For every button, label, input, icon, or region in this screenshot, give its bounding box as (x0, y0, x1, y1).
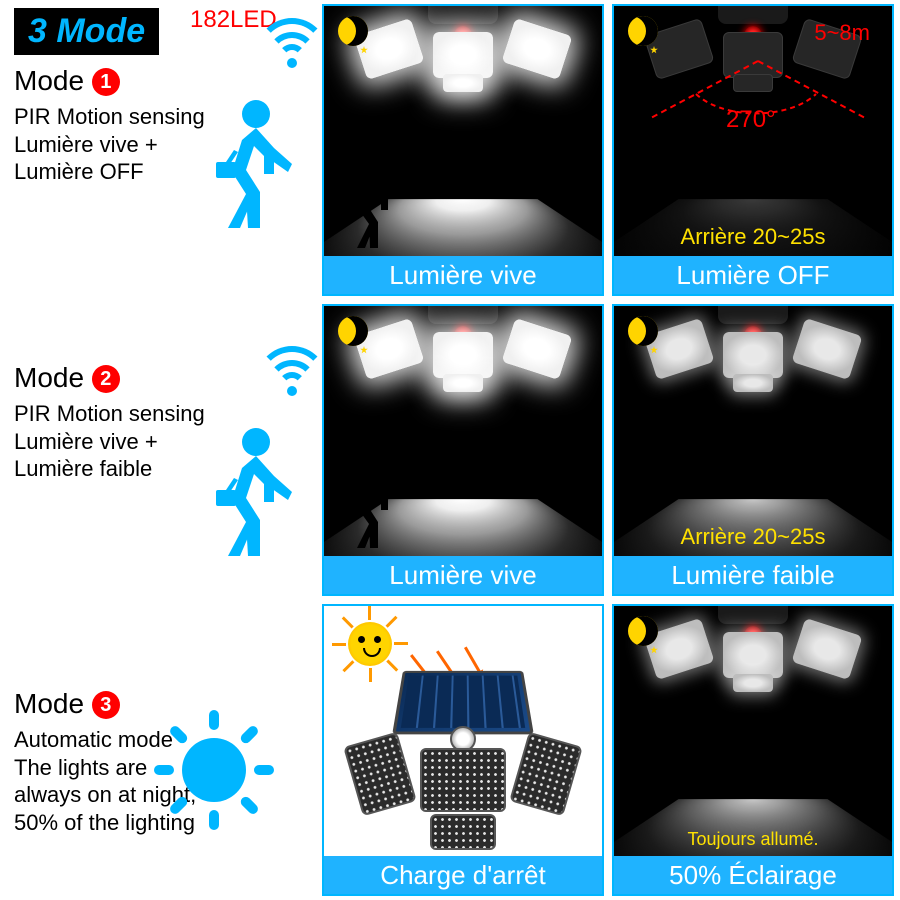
tile-caption: Charge d'arrêt (324, 856, 602, 894)
title-badge: 3 Mode (14, 8, 159, 55)
mode-label: Mode (14, 362, 84, 393)
mode-number-badge: 2 (92, 365, 120, 393)
timer-text: Arrière 20~25s (614, 524, 892, 550)
light-fixture-icon (353, 6, 573, 96)
sun-icon (154, 710, 274, 830)
tile-mode1-active: Lumière vive (320, 0, 610, 300)
tile-mode2-active: Lumière vive (320, 300, 610, 600)
person-silhouette-icon (344, 160, 404, 250)
always-on-text: Toujours allumé. (614, 829, 892, 850)
infographic-grid: 3 Mode 182LED Mode 1 PIR Motion sensing … (0, 0, 900, 900)
mode2-line1: PIR Motion sensing (14, 400, 312, 428)
timer-text: Arrière 20~25s (614, 224, 892, 250)
mode1-panel: 3 Mode 182LED Mode 1 PIR Motion sensing … (0, 0, 320, 300)
sensor-range-text: 5~8m (814, 20, 870, 46)
moon-icon (628, 16, 658, 46)
mode1-heading: Mode 1 (14, 65, 312, 97)
tile-mode3-night: Toujours allumé. 50% Éclairage (610, 600, 900, 900)
solar-panel-icon (392, 671, 534, 734)
mode2-panel: Mode 2 PIR Motion sensing Lumière vive +… (0, 300, 320, 600)
mode3-panel: Mode 3 Automatic mode The lights are alw… (0, 600, 320, 900)
sun-face-icon (348, 622, 392, 666)
tile-mode3-charging: Charge d'arrêt (320, 600, 610, 900)
tile-mode1-idle: 5~8m 270° Arrière 20~25s Lumière OFF (610, 0, 900, 300)
light-fixture-icon (643, 606, 863, 696)
tile-mode2-idle: Arrière 20~25s Lumière faible (610, 300, 900, 600)
mode-number-badge: 1 (92, 68, 120, 96)
mode-number-badge: 3 (92, 691, 120, 719)
moon-icon (628, 616, 658, 646)
person-walking-icon (210, 100, 300, 230)
tile-caption: Lumière faible (614, 556, 892, 594)
light-fixture-icon (643, 306, 863, 396)
tile-caption: 50% Éclairage (614, 856, 892, 894)
moon-icon (628, 316, 658, 346)
person-silhouette-icon (344, 460, 404, 550)
light-fixture-icon (353, 306, 573, 396)
mode-label: Mode (14, 65, 84, 96)
tile-caption: Lumière vive (324, 256, 602, 294)
tile-caption: Lumière OFF (614, 256, 892, 294)
mode-label: Mode (14, 688, 84, 719)
tile-caption: Lumière vive (324, 556, 602, 594)
person-walking-icon (210, 428, 300, 558)
moon-icon (338, 316, 368, 346)
led-fixture-front-icon (348, 730, 578, 850)
sensor-angle-text: 270° (726, 106, 776, 134)
moon-icon (338, 16, 368, 46)
